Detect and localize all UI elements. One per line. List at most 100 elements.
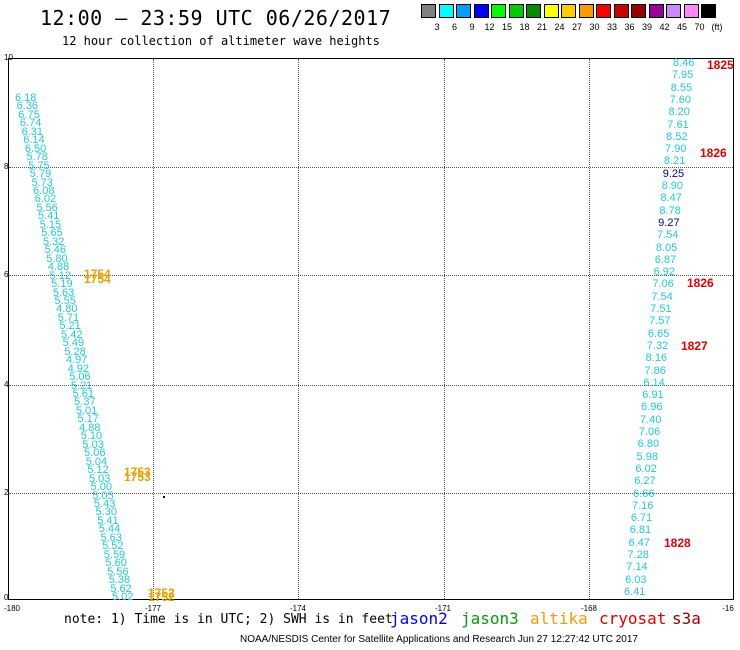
swh-label: 6.96 — [641, 401, 663, 414]
swh-label: 5.06 — [69, 371, 91, 384]
color-scale-label: 18 — [519, 22, 530, 32]
meridian-gridline — [153, 59, 154, 599]
swh-label: 5.04 — [85, 455, 108, 468]
color-scale-label: 30 — [589, 22, 600, 32]
meridian-gridline — [444, 59, 445, 599]
parallel-gridline — [9, 385, 733, 386]
swh-label: 5.41 — [38, 210, 60, 223]
color-swatch — [631, 4, 646, 18]
map-subtitle: 12 hour collection of altimeter wave hei… — [62, 34, 380, 48]
swh-label: 8.47 — [660, 192, 682, 205]
color-swatch — [683, 4, 699, 18]
time-label: 1752 — [148, 590, 175, 604]
time-label: 1753 — [124, 465, 151, 479]
swh-label: 5.21 — [70, 379, 93, 392]
swh-label: 7.06 — [652, 278, 674, 291]
color-scale-label: 6 — [451, 22, 457, 32]
swh-label: 4.92 — [67, 362, 90, 375]
time-label: 1752 — [148, 586, 175, 600]
swh-label: 5.80 — [46, 252, 68, 265]
longitude-label: -16 — [722, 604, 734, 613]
color-scale-label: 45 — [676, 22, 687, 32]
swh-label: 5.46 — [44, 244, 66, 257]
swh-label: 5.43 — [93, 497, 116, 510]
swh-label: 6.36 — [16, 100, 39, 113]
color-swatch — [421, 4, 436, 18]
meridian-gridline — [589, 59, 590, 599]
latitude-label: 4 — [4, 380, 9, 389]
footer-credit: NOAA/NESDIS Center for Satellite Applica… — [240, 634, 638, 645]
swh-label: 5.15 — [39, 218, 62, 231]
swh-label: 5.61 — [72, 388, 94, 401]
swh-label: 7.06 — [638, 426, 661, 439]
longitude-label: -174 — [289, 604, 307, 613]
swh-label: 5.79 — [29, 168, 52, 181]
observation-dot — [163, 496, 165, 498]
swh-label: 5.75 — [28, 159, 50, 172]
swh-label: 5.30 — [95, 506, 117, 519]
color-scale-label: 21 — [536, 22, 547, 32]
swh-label: 4.80 — [56, 303, 78, 316]
parallel-gridline — [9, 493, 733, 494]
color-swatch — [491, 4, 506, 18]
swh-label: 5.05 — [92, 489, 114, 502]
legend-jason3: jason3 — [461, 609, 519, 628]
color-scale-label: 12 — [484, 22, 495, 32]
color-swatch — [543, 4, 559, 18]
swh-label: 5.32 — [42, 235, 65, 248]
swh-label: 6.41 — [624, 586, 646, 598]
swh-label: 6.80 — [637, 438, 660, 451]
legend-altika: altika — [530, 609, 588, 628]
latitude-label: 6 — [4, 270, 9, 279]
longitude-label: -168 — [580, 604, 598, 613]
swh-label: 5.10 — [80, 430, 103, 443]
longitude-label: -180 — [3, 604, 21, 613]
swh-label: 6.02 — [635, 462, 657, 475]
swh-label: 5.17 — [77, 413, 99, 426]
color-swatch — [508, 4, 524, 18]
color-scale-label: 39 — [641, 22, 652, 32]
color-scale-label: 27 — [571, 22, 582, 32]
swh-label: 7.16 — [631, 499, 654, 512]
swh-label: 7.86 — [644, 364, 666, 377]
color-swatch — [561, 4, 576, 18]
swh-label: 5.52 — [102, 540, 124, 553]
legend-jason2: jason2 — [390, 609, 448, 628]
color-scale-label: 15 — [501, 22, 512, 32]
swh-label: 8.20 — [668, 106, 690, 119]
color-scale-label: 3 — [434, 22, 440, 32]
map-title: 12:00 — 23:59 UTC 06/26/2017 — [40, 6, 392, 30]
swh-label: 5.55 — [54, 294, 76, 307]
swh-label: 5.78 — [26, 151, 48, 164]
swh-label: 8.46 — [673, 57, 695, 69]
color-scale-label: 9 — [469, 22, 475, 32]
swh-label: 5.44 — [98, 523, 121, 536]
swh-label: 6.74 — [19, 117, 42, 130]
swh-label: 8.05 — [655, 241, 678, 254]
longitude-label: -171 — [434, 604, 452, 613]
color-swatch — [438, 4, 454, 18]
time-label: 1826 — [687, 276, 714, 290]
color-scale-label: 70 — [694, 22, 705, 32]
swh-label: 8.78 — [659, 204, 681, 217]
color-scale-label: 24 — [554, 22, 565, 32]
swh-label: 6.47 — [628, 536, 650, 549]
time-label: 1825 — [707, 58, 734, 72]
color-swatch — [473, 4, 489, 18]
swh-label: 5.19 — [51, 278, 73, 291]
swh-label: 7.61 — [667, 118, 689, 131]
swh-label: 4.97 — [65, 354, 88, 367]
swh-label: 6.03 — [625, 573, 647, 586]
swh-label: 7.51 — [650, 303, 672, 316]
swh-label: 5.21 — [59, 320, 81, 333]
parallel-gridline — [9, 167, 733, 168]
latitude-label: 2 — [4, 488, 9, 497]
swh-label: 5.38 — [108, 574, 131, 587]
swh-label: 7.95 — [671, 69, 694, 82]
swh-label: 7.90 — [665, 143, 687, 156]
swh-label: 5.59 — [103, 548, 126, 561]
legend-cryosat: cryosat — [599, 609, 667, 628]
time-label: 1828 — [664, 536, 691, 550]
swh-label: 7.54 — [657, 229, 679, 242]
swh-label: 5.56 — [107, 565, 129, 578]
